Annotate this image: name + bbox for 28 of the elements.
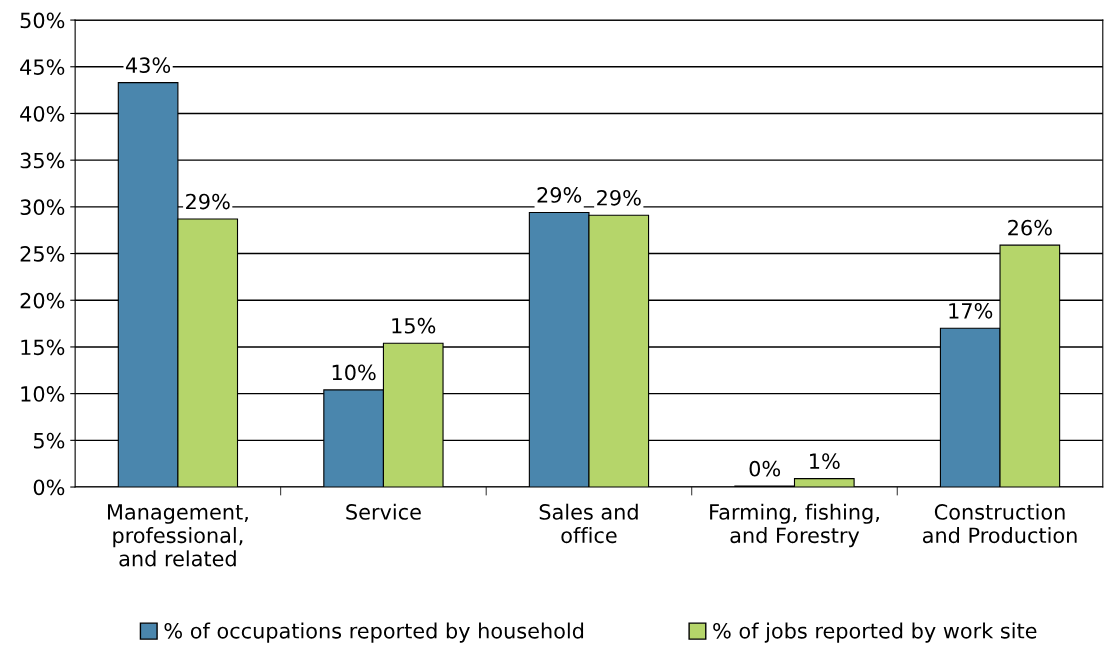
y-tick-label: 35% [20,152,65,169]
data-label: 43% [125,57,171,74]
y-tick-label: 20% [20,292,65,309]
data-label: 26% [1008,219,1052,236]
data-label: 0% [749,460,781,477]
y-tick-label: 5% [33,432,65,449]
legend-label: % of occupations reported by household [164,622,584,643]
legend-label: % of jobs reported by work site [713,622,1037,643]
y-tick-label: 10% [21,386,65,402]
y-tick-label: 30% [20,199,65,216]
data-label: 29% [597,189,641,206]
y-tick-label: 15% [21,339,65,356]
data-label: 17% [949,302,993,319]
x-tick-label: Sales and office [539,503,638,544]
x-tick-label: Management, professional, and related [108,504,248,567]
y-tick-label: 25% [20,246,65,262]
x-tick-label: Construction and Production [922,503,1077,544]
y-tick-label: 50% [20,12,65,29]
data-label: 10% [332,364,376,381]
y-tick-label: 40% [20,105,65,122]
y-tick-label: 45% [20,59,65,75]
x-tick-label: Service [346,503,421,520]
data-label: 29% [186,193,230,210]
data-label: 15% [392,317,436,334]
y-tick-label: 0% [33,479,65,496]
x-tick-label: Farming, fishing, and Forestry [710,503,879,548]
data-label: 29% [537,187,582,203]
data-label: 1% [810,453,840,470]
